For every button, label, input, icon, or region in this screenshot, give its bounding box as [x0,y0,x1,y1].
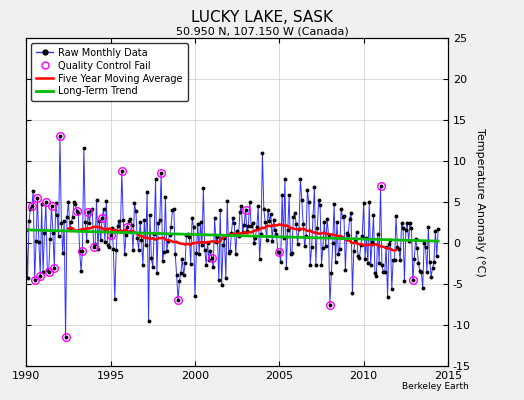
Y-axis label: Temperature Anomaly (°C): Temperature Anomaly (°C) [475,128,485,276]
Legend: Raw Monthly Data, Quality Control Fail, Five Year Moving Average, Long-Term Tren: Raw Monthly Data, Quality Control Fail, … [31,43,188,101]
Text: 50.950 N, 107.150 W (Canada): 50.950 N, 107.150 W (Canada) [176,26,348,36]
Text: Berkeley Earth: Berkeley Earth [402,382,469,391]
Text: LUCKY LAKE, SASK: LUCKY LAKE, SASK [191,10,333,25]
